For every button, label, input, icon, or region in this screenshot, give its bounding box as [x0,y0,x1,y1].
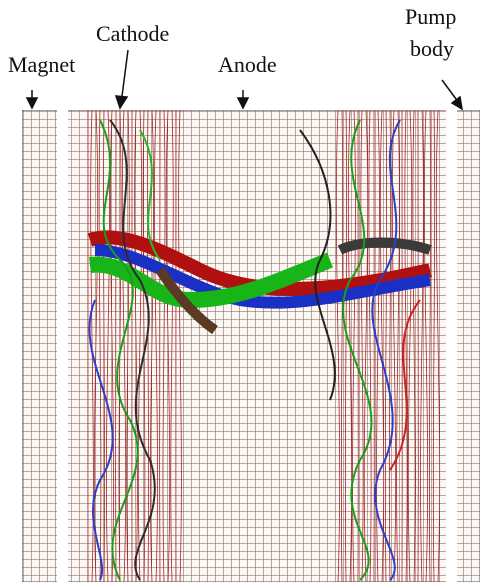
pump-gap [446,110,457,582]
magnet-gap [57,110,68,582]
label-cathode: Cathode [96,21,169,46]
label-anode: Anode [218,52,277,77]
label-body: body [410,36,454,61]
label-magnet: Magnet [8,52,75,77]
diagram: Magnet Cathode Anode Pump body [0,0,488,582]
decoration [374,110,375,582]
simulation-image [22,110,480,582]
label-pump: Pump [405,4,456,29]
